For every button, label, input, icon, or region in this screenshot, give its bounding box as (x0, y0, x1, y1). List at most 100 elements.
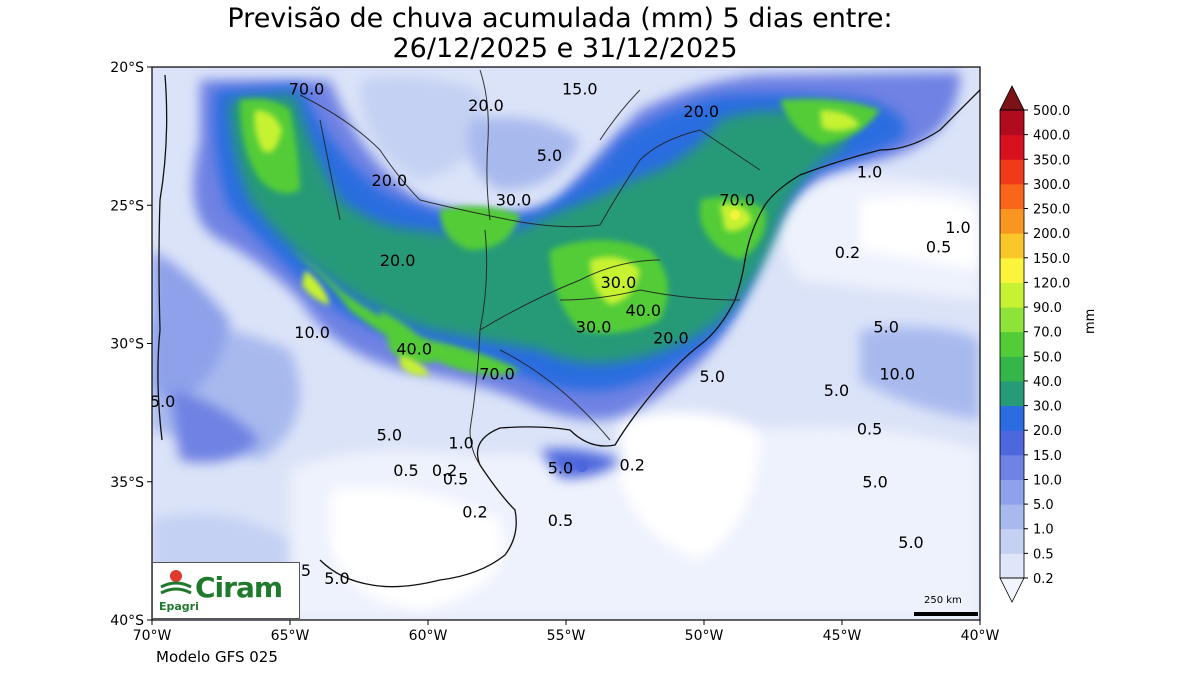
colorbar-tick-label: 70.0 (1033, 326, 1062, 341)
colorbar-segment (1000, 208, 1024, 234)
contour-label: 5.0 (898, 533, 923, 552)
colorbar-segment (1000, 504, 1024, 530)
lon-tick-label: 50°W (685, 628, 724, 644)
contour-label: 5.0 (324, 569, 349, 588)
lon-tick-label: 65°W (271, 628, 310, 644)
colorbar-tick-label: 20.0 (1033, 424, 1062, 439)
contour-label: 20.0 (380, 251, 416, 270)
colorbar-tick-label: 200.0 (1033, 227, 1070, 242)
colorbar-tick-label: 500.0 (1033, 104, 1070, 119)
ciram-brand-text: Ciram (195, 571, 283, 604)
colorbar-segment (1000, 307, 1024, 333)
colorbar-tick-label: 150.0 (1033, 252, 1070, 267)
contour-label: 20.0 (653, 329, 689, 348)
contour-label: 0.5 (926, 237, 951, 256)
axis-ticks: 70°W 65°W 60°W 55°W 50°W 45°W 40°W 20°S 25°S 30°S… (110, 60, 999, 644)
colorbar-tick-label: 10.0 (1033, 473, 1062, 488)
lat-tick-label: 35°S (110, 475, 144, 491)
contour-label: 10.0 (294, 323, 330, 342)
contour-label: 0.5 (857, 420, 882, 439)
colorbar-outline (999, 109, 1025, 579)
ciram-logo: Ciram Epagri (152, 562, 300, 619)
colorbar-segment (1000, 233, 1024, 259)
contour-label: 0.2 (835, 243, 860, 262)
political-borders (299, 69, 761, 466)
contour-label: 15.0 (140, 392, 176, 411)
rainfall-field: 250 km 70.0 20.0 20.0 5.0 15.0 20.0 30.0 20.0 30… (140, 67, 980, 620)
contour-label: 0.5 (443, 470, 468, 489)
colorbar-segment (1000, 479, 1024, 505)
contour-labels: 70.0 20.0 20.0 5.0 15.0 20.0 30.0 20.0 30.0 40.0 7… (140, 80, 971, 588)
contour-label: 15.0 (562, 80, 598, 99)
contour-label: 5.0 (824, 381, 849, 400)
colorbar-tick-label: 50.0 (1033, 350, 1062, 365)
coastline (157, 74, 980, 588)
contour-label: 70.0 (479, 364, 515, 383)
contour-label: 0.2 (462, 503, 487, 522)
contour-label: 20.0 (468, 96, 504, 115)
lat-tick-label: 20°S (110, 60, 144, 76)
colorbar-tick-label: 0.5 (1033, 547, 1054, 562)
contour-label: 5.0 (548, 458, 573, 477)
colorbar-max-extension (999, 85, 1025, 111)
colorbar-segment (1000, 331, 1024, 357)
contour-label: 0.2 (432, 461, 457, 480)
colorbar-tick-label: 400.0 (1033, 129, 1070, 144)
colorbar: 0.2 0.5 1.0 5.0 10.0 15.0 20.0 30.0 40.0 50.0 70.0… (999, 85, 1070, 603)
lat-tick-label: 40°S (110, 613, 144, 629)
contour-label: 10.0 (879, 364, 915, 383)
lat-tick-label: 25°S (110, 198, 144, 214)
contour-label: 1.0 (448, 434, 473, 453)
colorbar-segment (1000, 380, 1024, 407)
colorbar-tick-label: 1.0 (1033, 523, 1054, 538)
contour-label: 0.5 (548, 511, 573, 530)
colorbar-tick-label: 5.0 (1033, 498, 1054, 513)
colorbar-segment (1000, 356, 1024, 382)
contour-label: 70.0 (719, 190, 755, 209)
colorbar-unit-label: mm (1083, 308, 1098, 334)
colorbar-segment (1000, 110, 1024, 136)
contour-label: 5.0 (537, 146, 562, 165)
colorbar-tick-label: 350.0 (1033, 153, 1070, 168)
contour-label: 0.2 (620, 456, 645, 475)
contour-label: 40.0 (625, 301, 661, 320)
contour-label: 1.0 (945, 218, 970, 237)
colorbar-tick-label: 30.0 (1033, 400, 1062, 415)
colorbar-segment (1000, 430, 1024, 456)
colorbar-segment (1000, 257, 1024, 283)
colorbar-segment (1000, 183, 1024, 210)
contour-label: 5.0 (873, 317, 898, 336)
colorbar-tick-label: 300.0 (1033, 178, 1070, 193)
colorbar-tick-label: 40.0 (1033, 375, 1062, 390)
colorbar-tick-label: 250.0 (1033, 203, 1070, 218)
colorbar-segment (1000, 159, 1024, 185)
colorbar-segment (1000, 553, 1024, 579)
contour-label: 30.0 (496, 190, 532, 209)
contour-label: 5.0 (377, 425, 402, 444)
colorbar-segment (1000, 134, 1024, 160)
lon-tick-label: 55°W (547, 628, 586, 644)
contour-label: 5.0 (700, 367, 725, 386)
colorbar-segment (1000, 282, 1024, 308)
epagri-logo-icon (160, 570, 192, 595)
contour-label: 5.0 (862, 472, 887, 491)
contour-label: 30.0 (576, 317, 612, 336)
contour-label: 70.0 (289, 80, 325, 99)
lon-tick-label: 60°W (409, 628, 448, 644)
contour-label: 40.0 (396, 340, 432, 359)
lon-tick-label: 45°W (823, 628, 862, 644)
colorbar-min-extension (999, 577, 1025, 603)
colorbar-segment (1000, 454, 1024, 480)
contour-label: 20.0 (372, 171, 408, 190)
colorbar-tick-label: 120.0 (1033, 276, 1070, 291)
colorbar-tick-label: 90.0 (1033, 301, 1062, 316)
model-label: Modelo GFS 025 (156, 648, 278, 666)
contour-label: 30.0 (601, 273, 637, 292)
map-title-line1: Previsão de chuva acumulada (mm) 5 dias … (227, 3, 893, 34)
lat-tick-label: 30°S (110, 337, 144, 353)
lon-tick-label: 40°W (961, 628, 1000, 644)
scale-bar (914, 612, 978, 616)
colorbar-segment (1000, 528, 1024, 554)
colorbar-tick-label: 0.2 (1033, 572, 1054, 587)
